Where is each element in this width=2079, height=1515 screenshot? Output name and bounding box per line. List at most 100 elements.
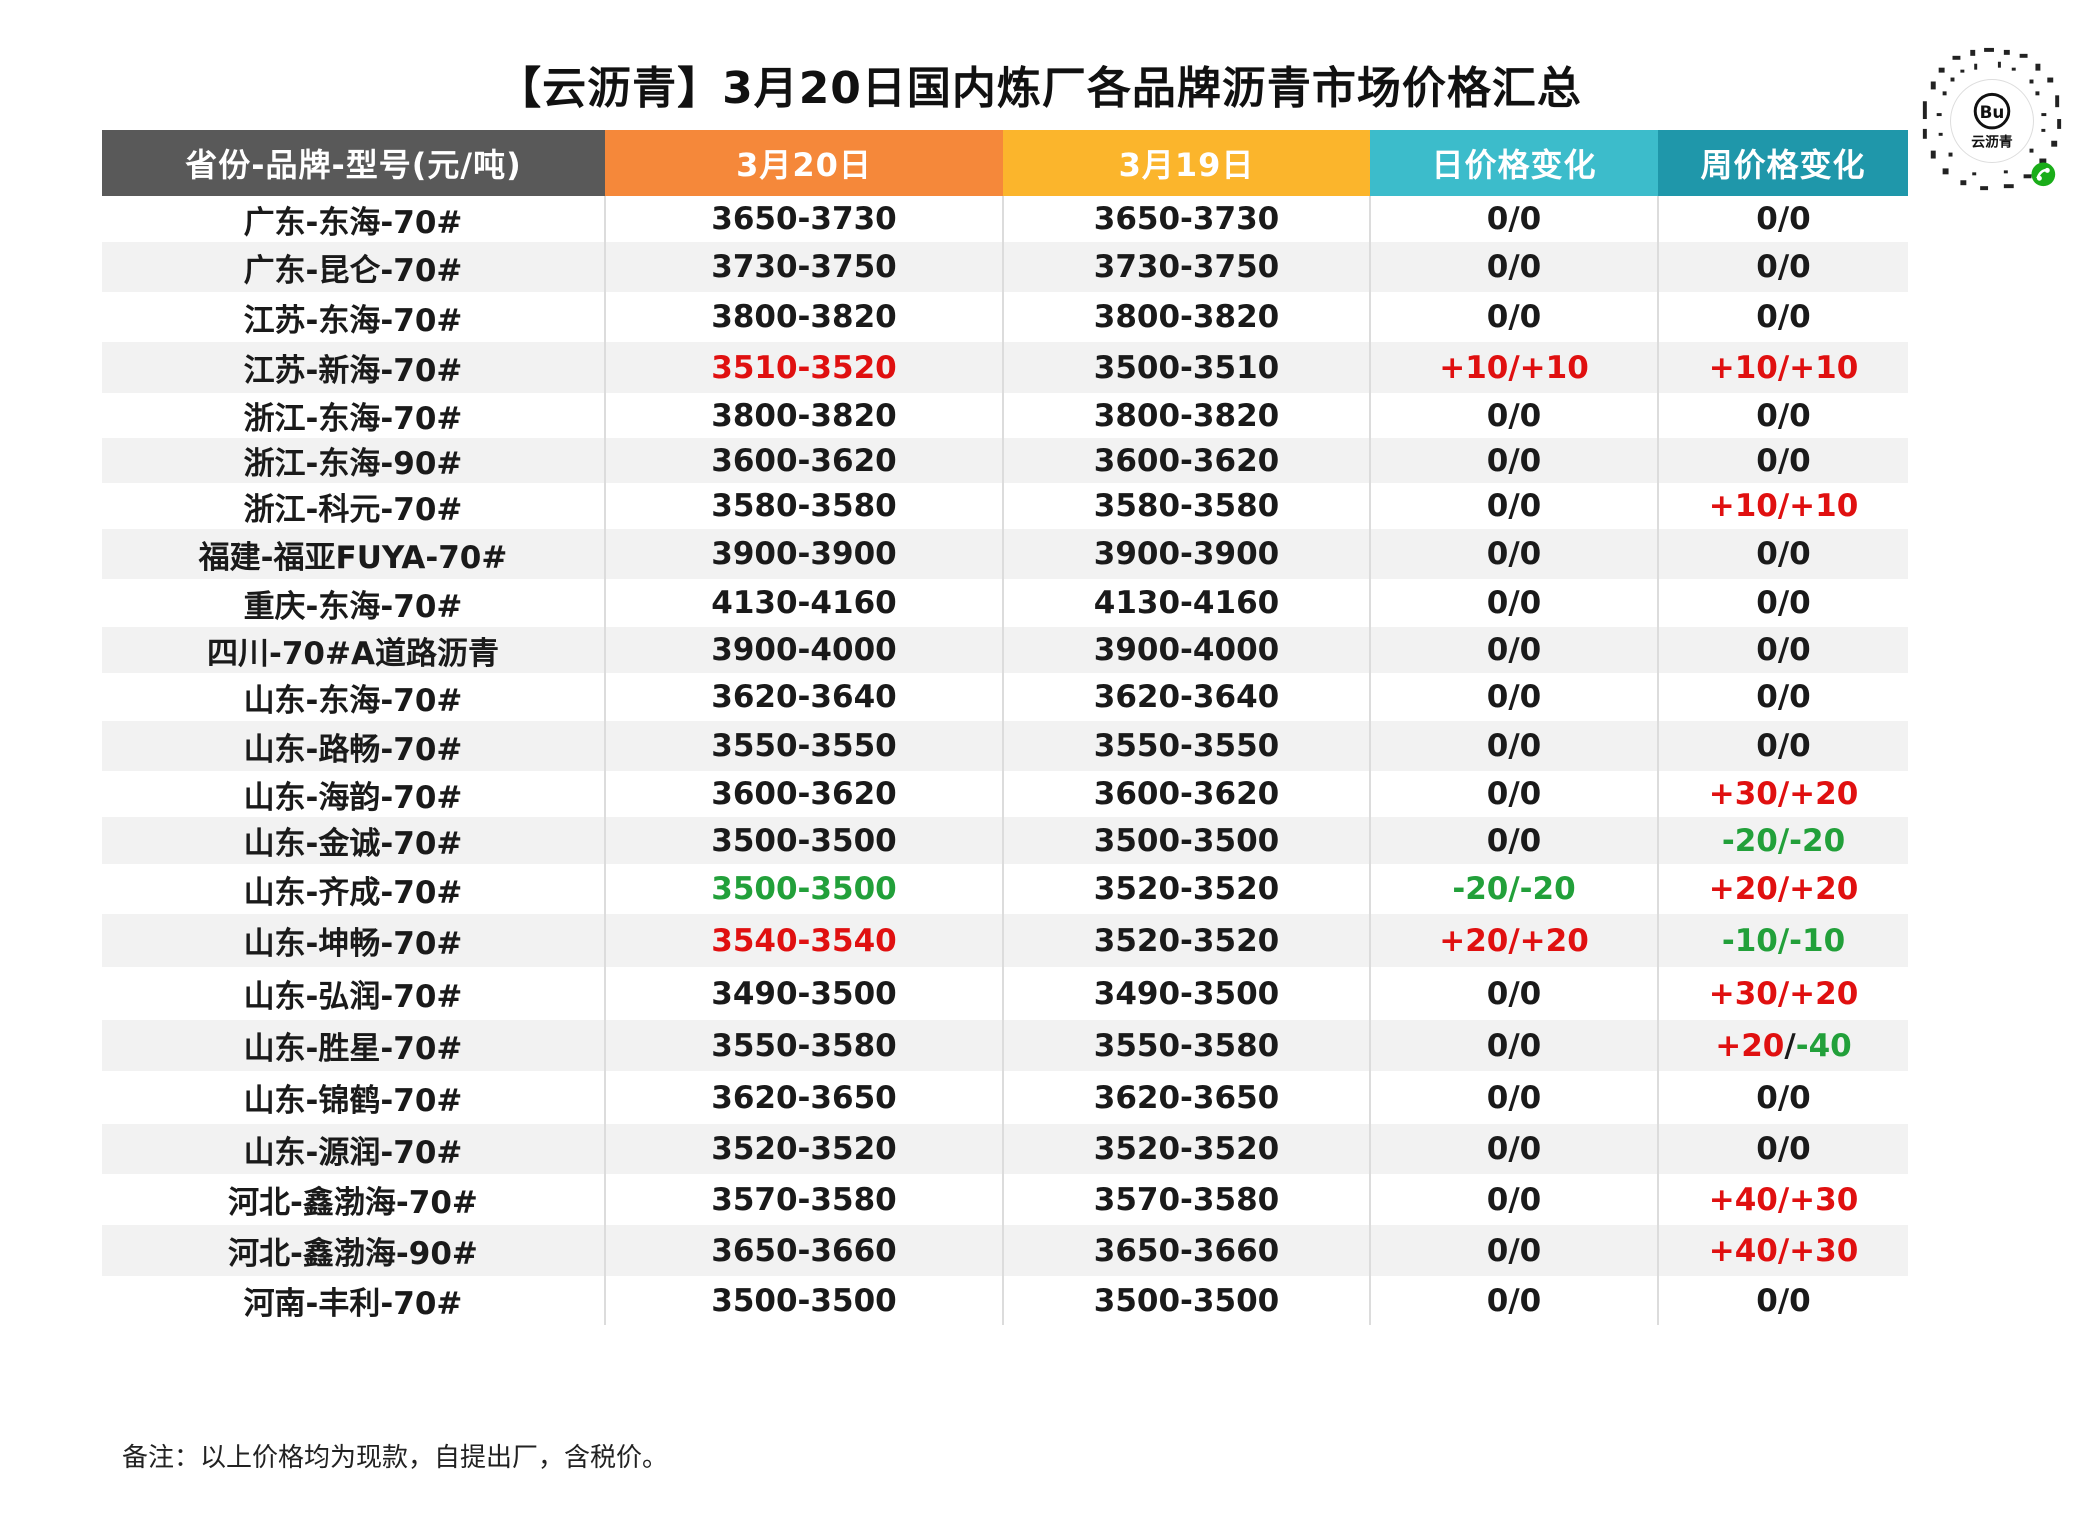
- price-yesterday-cell: 3900-3900: [1002, 529, 1370, 579]
- header-date-today: 3月20日: [605, 130, 1003, 196]
- price-yesterday-cell: 3550-3580: [1002, 1020, 1370, 1071]
- table-row: 河南-丰利-70# 3500-3500 3500-3500 0/0 0/0: [102, 1276, 1908, 1325]
- table-row: 广东-昆仑-70# 3730-3750 3730-3750 0/0 0/0: [102, 242, 1908, 292]
- daily-change-cell: +20/+20: [1369, 914, 1658, 967]
- price-today-cell: 3550-3580: [604, 1020, 1003, 1071]
- price-today-cell: 3540-3540: [604, 914, 1003, 967]
- price-yesterday-cell: 3730-3750: [1002, 242, 1370, 292]
- weekly-change-cell: 0/0: [1657, 242, 1908, 292]
- change-part: -40: [1795, 1027, 1852, 1064]
- weekly-change-cell: -10/-10: [1657, 914, 1908, 967]
- page-title: 【云沥青】3月20日国内炼厂各品牌沥青市场价格汇总: [497, 63, 1582, 114]
- price-today-cell: 3600-3620: [604, 438, 1003, 483]
- daily-change-cell: 0/0: [1369, 1020, 1658, 1071]
- weekly-change-cell: 0/0: [1657, 196, 1908, 242]
- price-today-cell: 3510-3520: [604, 342, 1003, 393]
- brand-cell: 山东-源润-70#: [102, 1124, 605, 1174]
- brand-cell: 浙江-东海-90#: [102, 438, 605, 483]
- brand-cell: 山东-胜星-70#: [102, 1020, 605, 1071]
- weekly-change-cell: +30/+20: [1657, 967, 1908, 1020]
- price-today-cell: 3800-3820: [604, 292, 1003, 342]
- svg-text:云沥青: 云沥青: [1971, 134, 2013, 151]
- weekly-change-cell: +40/+30: [1657, 1225, 1908, 1276]
- change-separator: /: [1784, 1027, 1796, 1064]
- weekly-change-cell: +20/-40: [1657, 1020, 1908, 1071]
- weekly-change-cell: 0/0: [1657, 292, 1908, 342]
- daily-change-cell: 0/0: [1369, 579, 1658, 627]
- table-header-row: 省份-品牌-型号(元/吨) 3月20日 3月19日 日价格变化 周价格变化: [102, 130, 1908, 196]
- svg-text:Bu: Bu: [1980, 102, 2005, 122]
- header-brand: 省份-品牌-型号(元/吨): [102, 130, 605, 196]
- price-yesterday-cell: 3520-3520: [1002, 914, 1370, 967]
- price-today-cell: 3600-3620: [604, 771, 1003, 817]
- table-row: 福建-福亚FUYA-70# 3900-3900 3900-3900 0/0 0/0: [102, 529, 1908, 579]
- price-yesterday-cell: 3500-3510: [1002, 342, 1370, 393]
- header-date-yesterday: 3月19日: [1003, 130, 1370, 196]
- price-yesterday-cell: 3500-3500: [1002, 1276, 1370, 1325]
- price-today-cell: 3900-3900: [604, 529, 1003, 579]
- brand-cell: 福建-福亚FUYA-70#: [102, 529, 605, 579]
- table-row: 山东-锦鹤-70# 3620-3650 3620-3650 0/0 0/0: [102, 1071, 1908, 1124]
- brand-cell: 山东-海韵-70#: [243, 779, 463, 816]
- table-row: 山东-海韵-70# 3600-3620 3600-3620 0/0 +30/+20: [102, 771, 1908, 817]
- price-today-cell: 3500-3500: [604, 817, 1003, 864]
- price-today-cell: 3500-3500: [604, 1276, 1003, 1325]
- price-yesterday-cell: 3570-3580: [1002, 1174, 1370, 1225]
- table-row: 河北-鑫渤海-70# 3570-3580 3570-3580 0/0 +40/+30: [102, 1174, 1908, 1225]
- price-today-cell: 3620-3640: [604, 673, 1003, 721]
- brand-cell: 四川-70#A道路沥青: [102, 627, 605, 673]
- daily-change-cell: 0/0: [1369, 1276, 1658, 1325]
- daily-change-cell: 0/0: [1369, 1174, 1658, 1225]
- table-row: 山东-齐成-70# 3500-3500 3520-3520 -20/-20 +20/+2…: [102, 864, 1908, 914]
- price-yesterday-cell: 3500-3500: [1002, 817, 1370, 864]
- change-part: +20: [1715, 1027, 1785, 1064]
- table-row: 河北-鑫渤海-90# 3650-3660 3650-3660 0/0 +40/+30: [102, 1225, 1908, 1276]
- price-yesterday-cell: 3650-3730: [1002, 196, 1370, 242]
- table-row: 山东-坤畅-70# 3540-3540 3520-3520 +20/+20 -10/-1…: [102, 914, 1908, 967]
- daily-change-cell: 0/0: [1369, 393, 1658, 438]
- weekly-change-cell: 0/0: [1657, 627, 1908, 673]
- daily-change-cell: 0/0: [1369, 483, 1658, 529]
- price-today-cell: 3730-3750: [604, 242, 1003, 292]
- table-row: 浙江-科元-70# 3580-3580 3580-3580 0/0 +10/+10: [102, 483, 1908, 529]
- brand-cell: 山东-路畅-70#: [102, 721, 605, 771]
- price-yesterday-cell: 3600-3620: [1002, 438, 1370, 483]
- daily-change-cell: 0/0: [1369, 529, 1658, 579]
- price-today-cell: 3800-3820: [604, 393, 1003, 438]
- price-table: 省份-品牌-型号(元/吨) 3月20日 3月19日 日价格变化 周价格变化 广东…: [102, 130, 1908, 1325]
- weekly-change-cell: -20/-20: [1657, 817, 1908, 864]
- price-today-cell: 3500-3500: [604, 864, 1003, 914]
- table-row: 山东-路畅-70# 3550-3550 3550-3550 0/0 0/0: [102, 721, 1908, 771]
- price-yesterday-cell: 3620-3640: [1002, 673, 1370, 721]
- daily-change-cell: 0/0: [1369, 438, 1658, 483]
- daily-change-cell: 0/0: [1369, 242, 1658, 292]
- brand-cell: 广东-东海-70#: [243, 204, 463, 241]
- header-daily-change: 日价格变化: [1370, 130, 1658, 196]
- header-weekly-change: 周价格变化: [1658, 130, 1908, 196]
- daily-change-cell: 0/0: [1369, 817, 1658, 864]
- daily-change-cell: 0/0: [1369, 721, 1658, 771]
- brand-cell: 河北-鑫渤海-70#: [228, 1185, 478, 1221]
- brand-cell: 山东-东海-70#: [243, 682, 463, 719]
- table-row: 山东-金诚-70# 3500-3500 3500-3500 0/0 -20/-20: [102, 817, 1908, 864]
- brand-cell: 浙江-科元-70#: [243, 491, 463, 528]
- footnote: 备注：以上价格均为现款，自提出厂，含税价。: [122, 1443, 669, 1473]
- table-row: 山东-源润-70# 3520-3520 3520-3520 0/0 0/0: [102, 1124, 1908, 1174]
- weekly-change-cell: 0/0: [1657, 579, 1908, 627]
- price-yesterday-cell: 3550-3550: [1002, 721, 1370, 771]
- brand-cell: 山东-金诚-70#: [102, 817, 605, 864]
- weekly-change-cell: +10/+10: [1657, 342, 1908, 393]
- price-yesterday-cell: 3520-3520: [1002, 864, 1370, 914]
- brand-cell: 山东-弘润-70#: [243, 979, 463, 1015]
- weekly-change-cell: +10/+10: [1657, 483, 1908, 529]
- price-today-cell: 3620-3650: [604, 1071, 1003, 1124]
- brand-cell: 浙江-东海-70#: [243, 401, 463, 437]
- brand-cell: 山东-锦鹤-70#: [243, 1083, 463, 1119]
- daily-change-cell: 0/0: [1369, 771, 1658, 817]
- weekly-change-cell: 0/0: [1657, 393, 1908, 438]
- price-today-cell: 3520-3520: [604, 1124, 1003, 1174]
- table-row: 山东-弘润-70# 3490-3500 3490-3500 0/0 +30/+20: [102, 967, 1908, 1020]
- price-yesterday-cell: 3650-3660: [1002, 1225, 1370, 1276]
- price-today-cell: 3650-3730: [604, 196, 1003, 242]
- weekly-change-cell: 0/0: [1657, 438, 1908, 483]
